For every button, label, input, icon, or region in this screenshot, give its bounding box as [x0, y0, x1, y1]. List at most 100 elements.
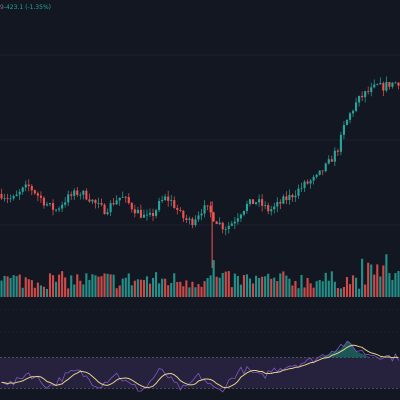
volume-bar: [27, 279, 30, 297]
candle-body: [33, 190, 36, 194]
candle-body: [121, 196, 124, 198]
volume-bar: [3, 275, 6, 297]
candle-body: [6, 198, 9, 199]
candle-body: [70, 194, 73, 196]
rsi-band: [0, 357, 400, 389]
volume-bar: [224, 271, 227, 297]
volume-bar: [158, 283, 161, 297]
candle-body: [145, 214, 149, 216]
candle-body: [270, 209, 273, 212]
candle-body: [94, 199, 97, 204]
volume-bar: [255, 275, 258, 297]
volume-bar: [264, 276, 267, 297]
volume-bar: [130, 285, 133, 297]
volume-bar: [0, 280, 3, 297]
candle-body: [309, 180, 312, 184]
rsi-ma-line: [1, 344, 399, 389]
volume-bar: [64, 277, 67, 297]
volume-bar: [327, 280, 330, 297]
candle-body: [264, 205, 267, 206]
candle-body: [67, 194, 70, 203]
candle-body: [315, 174, 318, 177]
volume-bar: [21, 287, 24, 297]
candle-body: [312, 176, 315, 181]
candle-body: [161, 199, 164, 201]
candle-body: [236, 218, 239, 222]
volume-bar: [121, 278, 124, 297]
volume-bar: [303, 287, 306, 297]
candle-body: [294, 195, 297, 198]
candle-body: [179, 209, 182, 211]
candle-body: [197, 215, 200, 220]
volume-bar: [61, 271, 64, 297]
candle-body: [142, 214, 145, 218]
candle-body: [164, 196, 167, 200]
candle-body: [170, 200, 173, 201]
volume-bar: [333, 281, 336, 297]
volume-bar: [364, 284, 367, 297]
volume-bar: [358, 288, 361, 297]
volume-bar: [309, 283, 312, 297]
volume-bar: [370, 264, 373, 297]
volume-bar: [112, 274, 115, 297]
candle-body: [203, 205, 206, 214]
candle-body: [21, 187, 24, 192]
candle-body: [251, 199, 255, 204]
volume-bar: [148, 283, 152, 297]
candle-body: [88, 199, 91, 202]
candle-body: [370, 87, 373, 93]
volume-bar: [6, 276, 9, 297]
candle-body: [336, 150, 339, 152]
volume-bar: [373, 274, 376, 297]
candle-body: [115, 200, 118, 205]
volume-bar: [236, 275, 239, 297]
candle-body: [82, 190, 85, 195]
volume-bar: [85, 273, 88, 297]
candle-body: [358, 95, 361, 103]
volume-bar: [388, 273, 391, 297]
candle-body: [318, 170, 321, 175]
volume-bar: [251, 283, 255, 297]
volume-bar: [194, 287, 197, 297]
candle-body: [212, 212, 215, 222]
candle-body: [361, 95, 364, 98]
candle-body: [373, 84, 376, 88]
volume-bar: [203, 281, 206, 297]
candle-body: [333, 150, 336, 162]
volume-bar: [145, 276, 149, 297]
chart-grid: [0, 54, 400, 333]
volume-bar: [100, 276, 103, 297]
candle-body: [100, 202, 103, 205]
volume-bar: [315, 281, 318, 297]
candle-body: [206, 205, 209, 207]
volume-bar: [273, 277, 276, 297]
volume-bar: [348, 284, 352, 297]
candle-body: [133, 209, 136, 214]
price-readout: 9-423.1 (-1.35%): [0, 4, 51, 11]
volume-bar: [242, 275, 245, 297]
candle-body: [148, 212, 152, 215]
candle-body: [9, 198, 12, 200]
candle-body: [155, 210, 158, 216]
volume-bar: [248, 278, 252, 297]
candle-body: [276, 202, 279, 207]
candles: [0, 76, 400, 268]
volume-bar: [382, 265, 385, 297]
volume-bar: [212, 260, 215, 297]
volume-bar: [106, 273, 109, 297]
readout-change: -423.1 (-1.35%): [3, 4, 51, 11]
volume-bar: [118, 285, 121, 297]
candle-body: [112, 203, 115, 205]
volume-bar: [33, 287, 36, 297]
candle-body: [185, 218, 188, 220]
candle-body: [348, 113, 352, 120]
candle-body: [36, 193, 39, 196]
candle-body: [364, 91, 367, 98]
candle-body: [391, 82, 394, 87]
volume-bar: [173, 273, 176, 297]
volume-bar: [91, 274, 94, 297]
volume-bar: [151, 277, 155, 297]
candle-body: [339, 134, 342, 152]
candle-body: [218, 222, 221, 225]
